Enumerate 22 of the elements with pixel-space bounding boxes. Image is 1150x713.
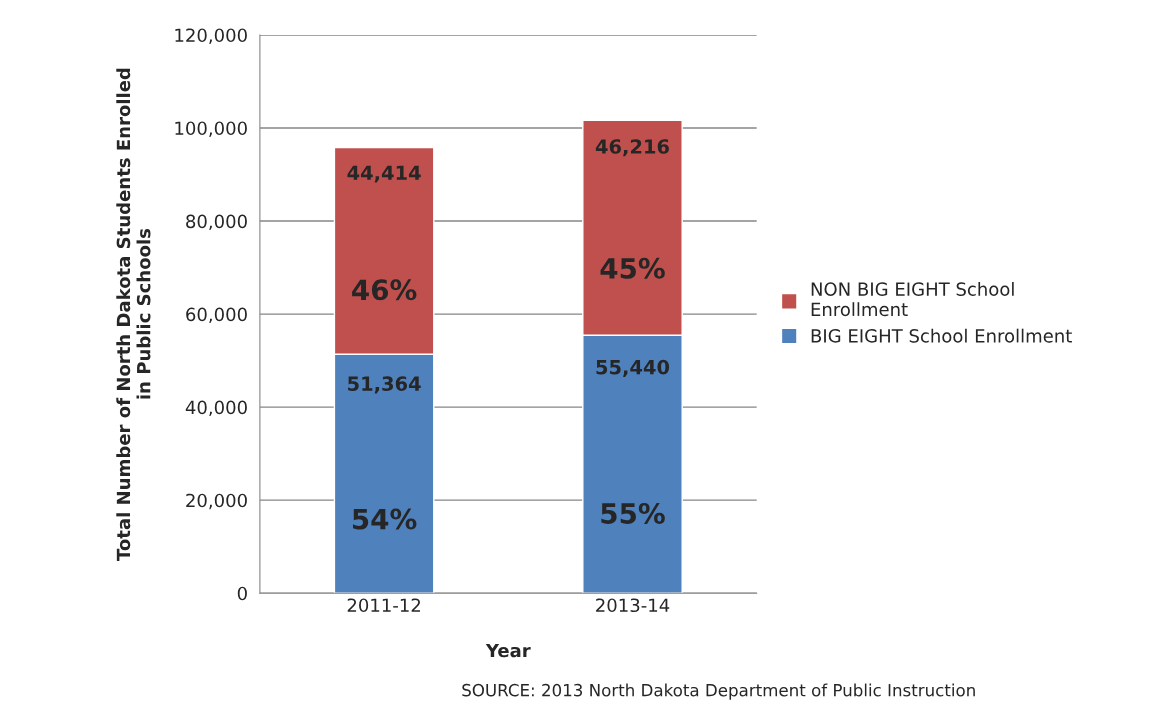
data-label: 44,414 xyxy=(347,165,421,183)
legend-label: BIG EIGHT School Enrollment xyxy=(811,328,1072,343)
legend-label: NON BIG EIGHT School Enrollment xyxy=(811,281,1014,317)
y-tick-label: 20,000 xyxy=(186,493,247,510)
annotation: 45% xyxy=(600,257,665,279)
annotation: 55% xyxy=(601,502,665,524)
y-tick-label: 40,000 xyxy=(185,400,247,417)
y-tick-label: 60,000 xyxy=(186,307,247,324)
y-tick-label: 100,000 xyxy=(175,121,247,137)
data-label: 51,364 xyxy=(348,376,421,394)
y-tick-label: 80,000 xyxy=(186,214,247,230)
x-axis-title: Year xyxy=(485,643,531,658)
y-tick-label: 0 xyxy=(237,586,247,601)
y-tick-label: 120,000 xyxy=(175,28,247,44)
source-note: SOURCE: 2013 North Dakota Department of Public Instruction xyxy=(462,683,975,700)
x-tick-label: 2011-12 xyxy=(347,598,421,613)
x-tick-label: 2013-14 xyxy=(596,598,670,613)
annotation: 46% xyxy=(352,279,417,301)
y-axis-title: Total Number of North Dakota Students Enrolled in Public Schools xyxy=(116,68,151,561)
data-label: 55,440 xyxy=(596,359,670,377)
annotation: 54% xyxy=(353,508,417,530)
data-label: 46,216 xyxy=(595,139,669,157)
